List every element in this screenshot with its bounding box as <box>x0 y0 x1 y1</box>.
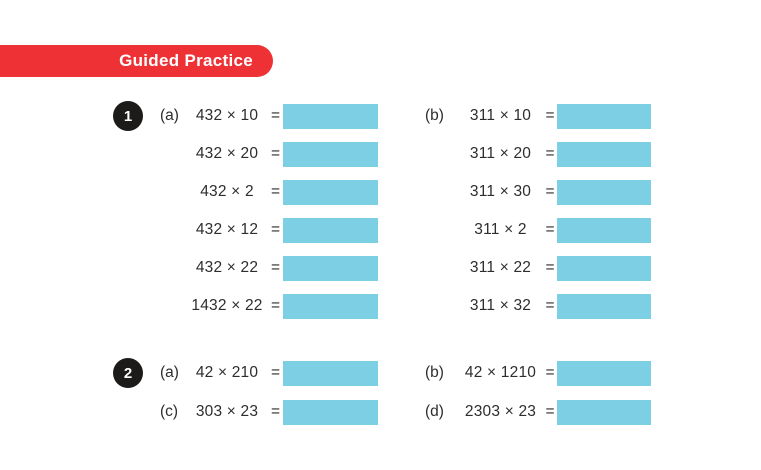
equals-sign: = <box>270 145 281 162</box>
equals-sign: = <box>545 145 555 162</box>
equation-row: (b) 42 × 1210 = <box>425 358 651 388</box>
equation-expression: 432 × 2 <box>200 183 254 200</box>
equation-row: 311 × 22 = <box>425 253 651 283</box>
answer-box[interactable] <box>283 217 378 243</box>
answer-box[interactable] <box>557 103 651 129</box>
problem-number-slot <box>113 177 143 207</box>
part-label: (b) <box>425 364 444 381</box>
equation-row: (b) 311 × 10 = <box>425 101 651 131</box>
answer-box[interactable] <box>557 179 651 205</box>
equals-sign: = <box>545 183 555 200</box>
section-banner: Guided Practice <box>0 45 273 77</box>
problem-number-slot <box>113 253 143 283</box>
problem-number-slot <box>113 291 143 321</box>
answer-box[interactable] <box>283 360 378 386</box>
equation-row: 1432 × 22 = <box>113 291 378 321</box>
equation-row: 311 × 2 = <box>425 215 651 245</box>
equals-sign: = <box>545 221 555 238</box>
part-label: (a) <box>160 364 179 381</box>
equals-sign: = <box>545 259 555 276</box>
equation-row: 432 × 12 = <box>113 215 378 245</box>
equals-sign: = <box>270 297 281 314</box>
equation-row: 432 × 22 = <box>113 253 378 283</box>
equation-row: 432 × 20 = <box>113 139 378 169</box>
part-label: (d) <box>425 403 444 420</box>
equation-expression: 432 × 22 <box>195 259 259 276</box>
problem-number-badge: 2 <box>113 358 143 388</box>
problem-number-slot <box>113 397 143 427</box>
equation-expression: 1432 × 22 <box>191 297 263 314</box>
equation-row: (c) 303 × 23 = <box>113 397 378 427</box>
equation-row: 311 × 30 = <box>425 177 651 207</box>
equals-sign: = <box>545 364 555 381</box>
answer-box[interactable] <box>283 141 378 167</box>
equation-expression: 432 × 12 <box>195 221 259 238</box>
answer-box[interactable] <box>557 255 651 281</box>
equation-expression: 311 × 22 <box>469 259 532 276</box>
part-label: (c) <box>160 403 179 420</box>
answer-box[interactable] <box>283 255 378 281</box>
answer-box[interactable] <box>557 360 651 386</box>
problem-number-slot <box>113 215 143 245</box>
problem-number-slot: 1 <box>113 101 143 131</box>
answer-box[interactable] <box>557 293 651 319</box>
equals-sign: = <box>545 107 555 124</box>
equation-expression: 311 × 2 <box>474 221 527 238</box>
answer-box[interactable] <box>557 217 651 243</box>
equation-row: 2 (a) 42 × 210 = <box>113 358 378 388</box>
equation-expression: 2303 × 23 <box>464 403 537 420</box>
answer-box[interactable] <box>283 399 378 425</box>
answer-box[interactable] <box>283 293 378 319</box>
answer-box[interactable] <box>557 399 651 425</box>
problem-number-badge: 1 <box>113 101 143 131</box>
equation-expression: 311 × 10 <box>469 107 532 124</box>
equation-expression: 42 × 1210 <box>464 364 537 381</box>
equation-expression: 432 × 20 <box>195 145 259 162</box>
part-label: (a) <box>160 107 179 124</box>
equals-sign: = <box>270 403 281 420</box>
equals-sign: = <box>270 364 281 381</box>
problem-number-slot <box>113 139 143 169</box>
equation-row: 311 × 20 = <box>425 139 651 169</box>
equation-expression: 42 × 210 <box>195 364 259 381</box>
equals-sign: = <box>270 107 281 124</box>
problem-number-slot: 2 <box>113 358 143 388</box>
answer-box[interactable] <box>283 179 378 205</box>
part-label: (b) <box>425 107 444 124</box>
equation-expression: 311 × 20 <box>469 145 532 162</box>
equals-sign: = <box>270 221 281 238</box>
equation-expression: 311 × 32 <box>469 297 532 314</box>
equation-row: (d) 2303 × 23 = <box>425 397 651 427</box>
equals-sign: = <box>270 259 281 276</box>
equation-row: 1 (a) 432 × 10 = <box>113 101 378 131</box>
answer-box[interactable] <box>283 103 378 129</box>
equals-sign: = <box>270 183 281 200</box>
equals-sign: = <box>545 403 555 420</box>
equation-expression: 311 × 30 <box>469 183 532 200</box>
section-banner-label: Guided Practice <box>119 51 253 70</box>
answer-box[interactable] <box>557 141 651 167</box>
equation-row: 432 × 2 = <box>113 177 378 207</box>
equation-expression: 303 × 23 <box>195 403 259 420</box>
equals-sign: = <box>545 297 555 314</box>
equation-row: 311 × 32 = <box>425 291 651 321</box>
equation-expression: 432 × 10 <box>195 107 259 124</box>
